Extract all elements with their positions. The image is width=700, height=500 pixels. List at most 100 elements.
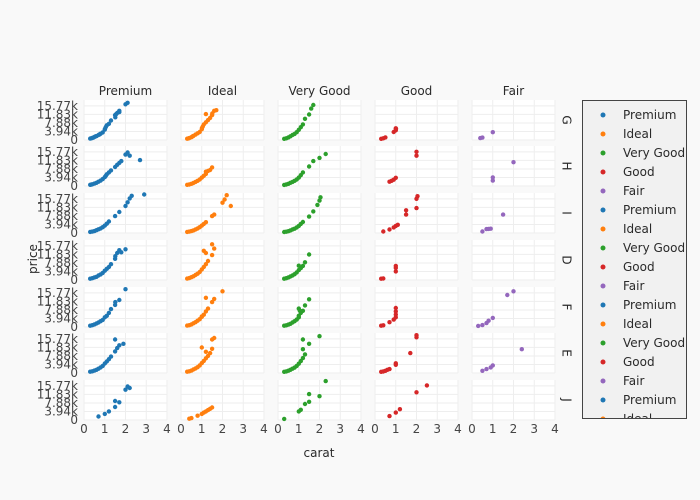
- y-tick-label: 11.83k: [37, 387, 78, 401]
- data-point: [112, 398, 118, 404]
- x-tick-label: 2: [510, 422, 518, 436]
- data-point: [121, 341, 126, 346]
- legend[interactable]: Premium Ideal Very Good Good Fair Premium Idea…: [582, 100, 687, 427]
- legend-item[interactable]: Ideal: [600, 412, 653, 426]
- panel-D-very-good: [277, 240, 362, 281]
- data-point: [414, 333, 419, 338]
- x-tick-label: 2: [316, 422, 324, 436]
- data-point: [306, 252, 312, 257]
- data-point: [311, 102, 316, 108]
- data-point: [306, 341, 312, 346]
- panel-H-ideal: [180, 146, 265, 187]
- data-point: [414, 153, 419, 158]
- legend-item[interactable]: Good: [600, 355, 655, 369]
- legend-item[interactable]: Premium: [600, 298, 677, 312]
- legend-item[interactable]: Very Good: [600, 146, 686, 160]
- legend-item[interactable]: Ideal: [600, 317, 653, 331]
- data-point: [123, 387, 128, 392]
- data-point: [519, 347, 524, 352]
- legend-label: Very Good: [623, 146, 685, 160]
- data-point: [297, 308, 302, 313]
- column-label: Good: [401, 84, 433, 98]
- data-point: [315, 202, 320, 208]
- y-tick-label: 3.94k: [44, 357, 78, 371]
- legend-item[interactable]: Ideal: [600, 222, 653, 236]
- y-tick-label: 15.77k: [37, 379, 78, 393]
- y-tick-label: 11.83k: [37, 340, 78, 354]
- row-label: D: [560, 255, 574, 264]
- data-point: [323, 151, 328, 157]
- legend-items: Premium Ideal Very Good Good Fair Premium Idea…: [600, 108, 686, 426]
- legend-item[interactable]: Premium: [600, 203, 677, 217]
- x-tick-label: 1: [198, 422, 206, 436]
- data-point: [137, 157, 143, 163]
- legend-item[interactable]: Very Good: [600, 336, 686, 350]
- data-point: [212, 212, 217, 217]
- data-point: [306, 399, 312, 404]
- data-point: [212, 335, 217, 341]
- data-point: [282, 416, 287, 422]
- data-point: [108, 306, 114, 312]
- y-axis-title: price: [26, 244, 40, 274]
- panel-G-ideal: [180, 100, 265, 141]
- y-tick-label: 0: [70, 273, 78, 287]
- data-point: [106, 310, 112, 316]
- data-point: [300, 122, 306, 127]
- data-point: [317, 334, 322, 339]
- legend-label: Good: [623, 165, 655, 179]
- panel-I-premium: [83, 192, 168, 235]
- facet-panels: [83, 100, 556, 422]
- data-point: [203, 111, 209, 117]
- data-point: [228, 203, 233, 209]
- data-point: [300, 337, 306, 342]
- y-tick-label: 7.88k: [44, 209, 78, 223]
- panel-J-very-good: [277, 378, 362, 422]
- data-point: [300, 170, 306, 175]
- data-point: [403, 212, 409, 217]
- y-tick-label: 15.77k: [37, 145, 78, 159]
- x-tick-label: 4: [260, 422, 268, 436]
- x-tick-label: 2: [122, 422, 130, 436]
- legend-item[interactable]: Very Good: [600, 241, 686, 255]
- data-point: [112, 349, 118, 354]
- panel-G-premium: [83, 100, 168, 141]
- legend-item[interactable]: Fair: [600, 279, 645, 293]
- data-point: [505, 292, 510, 298]
- legend-item[interactable]: Ideal: [600, 127, 653, 141]
- data-point: [414, 149, 419, 154]
- legend-item[interactable]: Fair: [600, 184, 645, 198]
- legend-item[interactable]: Fair: [600, 374, 645, 388]
- panel-J-fair: [471, 380, 556, 421]
- data-point: [205, 258, 211, 264]
- legend-item[interactable]: Good: [600, 260, 655, 274]
- data-point: [393, 126, 399, 131]
- legend-label: Fair: [623, 279, 644, 293]
- legend-item[interactable]: Good: [600, 165, 655, 179]
- panel-H-premium: [83, 146, 168, 187]
- row-label: F: [560, 304, 574, 311]
- data-point: [393, 175, 398, 180]
- data-point: [129, 193, 134, 198]
- row-label: I: [560, 211, 574, 215]
- column-label: Ideal: [208, 84, 237, 98]
- data-point: [476, 323, 481, 329]
- data-point: [220, 200, 225, 205]
- x-tick-label: 0: [468, 422, 476, 436]
- column-label: Fair: [503, 84, 524, 98]
- y-tick-label: 7.88k: [44, 256, 78, 270]
- data-point: [117, 400, 122, 405]
- legend-item[interactable]: Premium: [600, 108, 677, 122]
- y-tick-label: 15.77k: [37, 99, 78, 113]
- y-tick-label: 0: [70, 366, 78, 380]
- data-point: [209, 165, 215, 170]
- legend-item[interactable]: Premium: [600, 393, 677, 407]
- panel-D-premium: [83, 240, 168, 281]
- data-point: [500, 212, 506, 217]
- data-point: [302, 401, 308, 407]
- y-tick-label: 7.88k: [44, 116, 78, 130]
- data-point: [484, 366, 489, 372]
- y-tick-label: 11.83k: [37, 294, 78, 308]
- data-point: [203, 349, 209, 354]
- panel-I-fair: [471, 193, 556, 234]
